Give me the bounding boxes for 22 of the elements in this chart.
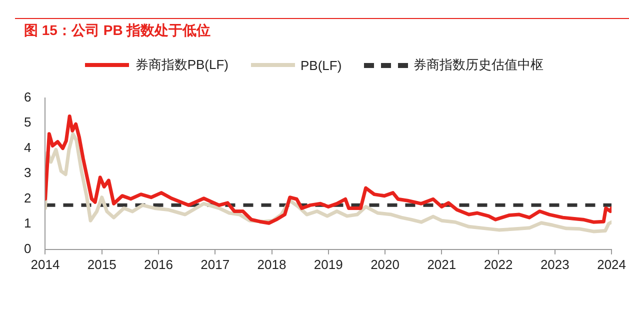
x-tick-label: 2015 (87, 256, 116, 272)
y-tick-label: 4 (24, 140, 32, 155)
y-tick-label: 1 (24, 216, 32, 231)
legend-label: PB(LF) (300, 58, 342, 72)
y-tick-label: 2 (24, 190, 32, 206)
y-tick-label: 6 (24, 89, 32, 104)
x-tick-label: 2019 (314, 256, 343, 272)
x-tick-label: 2017 (200, 256, 230, 272)
x-tick-label: 2024 (597, 256, 626, 272)
legend-label: 券商指数PB(LF) (135, 56, 228, 74)
x-tick-label: 2022 (484, 256, 513, 272)
legend-label: 券商指数历史估值中枢 (414, 56, 544, 74)
x-tick-label: 2023 (540, 256, 570, 272)
x-tick-label: 2020 (370, 256, 400, 272)
x-tick-label: 2016 (144, 256, 173, 272)
x-tick-label: 2021 (427, 256, 456, 272)
y-tick-label: 0 (24, 240, 32, 256)
x-tick-label: 2018 (257, 256, 286, 272)
y-tick-label: 5 (24, 114, 32, 130)
x-tick-label: 2014 (30, 256, 60, 272)
y-tick-label: 3 (24, 165, 32, 180)
chart-title: 图 15：公司 PB 指数处于低位 (24, 22, 211, 40)
